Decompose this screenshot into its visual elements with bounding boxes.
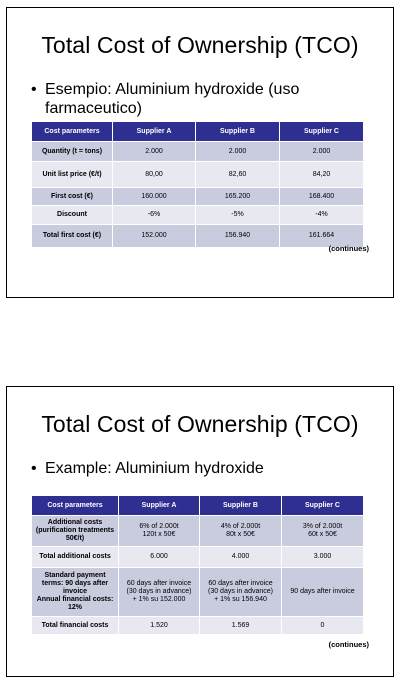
- table-row: Quantity (t = tons) 2.000 2.000 2.000: [32, 142, 363, 161]
- row-label: Additional costs (purification treatment…: [32, 516, 118, 546]
- cell-supplier-c: 3.000: [282, 547, 363, 567]
- slide-title: Total Cost of Ownership (TCO): [41, 32, 359, 58]
- cell-supplier-a: 2.000: [113, 142, 195, 161]
- table-row: Standard payment terms: 90 days after in…: [32, 568, 363, 616]
- table-header-row: Cost parameters Supplier A Supplier B Su…: [32, 496, 363, 515]
- header-cost-parameters: Cost parameters: [32, 496, 118, 515]
- cell-supplier-a: -6%: [113, 206, 195, 224]
- cell-supplier-b: 1.569: [200, 617, 281, 634]
- header-supplier-a: Supplier A: [113, 122, 195, 141]
- table-row: Unit list price (€/t) 80,00 82,60 84,20: [32, 162, 363, 187]
- cell-supplier-c: 3% of 2.000t 60t x 50€: [282, 516, 363, 546]
- cell-supplier-c: 2.000: [280, 142, 363, 161]
- bullet-text: Esempio: Aluminium hydroxide (uso farmac…: [45, 81, 300, 117]
- bullet-point: • Example: Aluminium hydroxide: [31, 459, 345, 478]
- cell-supplier-a: 1.520: [119, 617, 199, 634]
- continues-note: (continues): [328, 244, 369, 253]
- header-supplier-c: Supplier C: [282, 496, 363, 515]
- table-row: Total additional costs 6.000 4.000 3.000: [32, 547, 363, 567]
- row-label: Total additional costs: [32, 547, 118, 567]
- table-row: First cost (€) 160.000 165.200 168.400: [32, 188, 363, 205]
- cell-supplier-b: 82,60: [196, 162, 279, 187]
- cell-supplier-c: 168.400: [280, 188, 363, 205]
- table-row: Discount -6% -5% -4%: [32, 206, 363, 224]
- cell-supplier-a: 80,00: [113, 162, 195, 187]
- slide-1: Total Cost of Ownership (TCO) • Esempio:…: [6, 7, 394, 298]
- cell-supplier-c: 90 days after invoice: [282, 568, 363, 616]
- cell-supplier-b: 2.000: [196, 142, 279, 161]
- header-supplier-a: Supplier A: [119, 496, 199, 515]
- row-label: First cost (€): [32, 188, 112, 205]
- header-supplier-b: Supplier B: [200, 496, 281, 515]
- slide-title: Total Cost of Ownership (TCO): [41, 411, 359, 437]
- cell-supplier-b: 4% of 2.000t 80t x 50€: [200, 516, 281, 546]
- table-row: Total first cost (€) 152.000 156.940 161…: [32, 225, 363, 247]
- row-label: Unit list price (€/t): [32, 162, 112, 187]
- cell-supplier-a: 60 days after invoice (30 days in advanc…: [119, 568, 199, 616]
- cell-supplier-b: 156.940: [196, 225, 279, 247]
- header-supplier-b: Supplier B: [196, 122, 279, 141]
- cell-supplier-c: 0: [282, 617, 363, 634]
- bullet-point: • Esempio: Aluminium hydroxide (uso farm…: [31, 80, 345, 118]
- cell-supplier-a: 6% of 2.000t 120t x 50€: [119, 516, 199, 546]
- table-row: Total financial costs 1.520 1.569 0: [32, 617, 363, 634]
- row-label: Total financial costs: [32, 617, 118, 634]
- cell-supplier-c: -4%: [280, 206, 363, 224]
- continues-note: (continues): [328, 640, 369, 649]
- cell-supplier-a: 160.000: [113, 188, 195, 205]
- cell-supplier-a: 152.000: [113, 225, 195, 247]
- bullet-icon: •: [31, 81, 37, 98]
- bullet-text: Example: Aluminium hydroxide: [45, 460, 264, 477]
- cell-supplier-a: 6.000: [119, 547, 199, 567]
- table-header-row: Cost parameters Supplier A Supplier B Su…: [32, 122, 363, 141]
- cell-supplier-b: 165.200: [196, 188, 279, 205]
- row-label: Total first cost (€): [32, 225, 112, 247]
- cell-supplier-b: 60 days after invoice (30 days in advanc…: [200, 568, 281, 616]
- row-label: Standard payment terms: 90 days after in…: [32, 568, 118, 616]
- cell-supplier-b: 4.000: [200, 547, 281, 567]
- tco-table: Cost parameters Supplier A Supplier B Su…: [31, 495, 364, 635]
- bullet-icon: •: [31, 460, 37, 477]
- row-label: Discount: [32, 206, 112, 224]
- table-row: Additional costs (purification treatment…: [32, 516, 363, 546]
- row-label: Quantity (t = tons): [32, 142, 112, 161]
- slide-2: Total Cost of Ownership (TCO) • Example:…: [6, 386, 394, 677]
- header-cost-parameters: Cost parameters: [32, 122, 112, 141]
- cell-supplier-c: 84,20: [280, 162, 363, 187]
- cell-supplier-c: 161.664: [280, 225, 363, 247]
- header-supplier-c: Supplier C: [280, 122, 363, 141]
- cell-supplier-b: -5%: [196, 206, 279, 224]
- tco-table: Cost parameters Supplier A Supplier B Su…: [31, 121, 364, 248]
